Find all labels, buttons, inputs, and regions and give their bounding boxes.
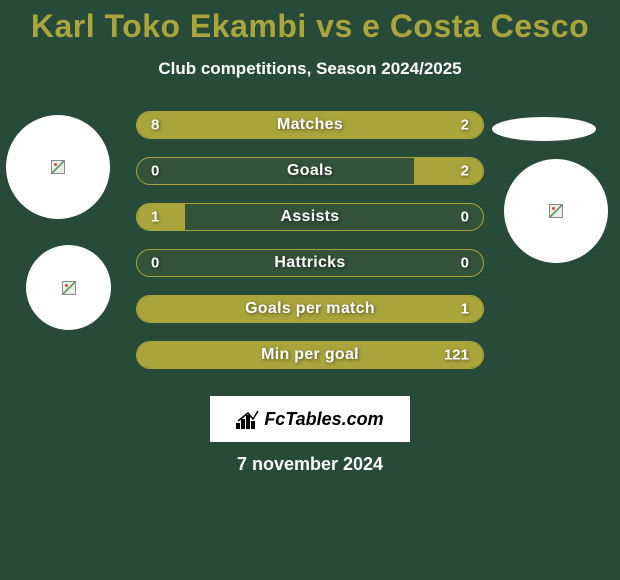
- comparison-date: 7 november 2024: [0, 454, 620, 475]
- logo-text: FcTables.com: [264, 409, 383, 430]
- stat-label: Matches: [137, 116, 483, 134]
- source-logo: FcTables.com: [210, 396, 410, 442]
- stat-bar-row: 0Goals2: [136, 157, 484, 185]
- stat-value-right: 0: [461, 209, 469, 226]
- player-avatar-left-2: [26, 245, 111, 330]
- stat-value-right: 2: [461, 163, 469, 180]
- player-avatar-right: [504, 159, 608, 263]
- stat-bar-row: Goals per match1: [136, 295, 484, 323]
- stat-bar-row: 1Assists0: [136, 203, 484, 231]
- stat-label: Goals: [137, 162, 483, 180]
- comparison-subtitle: Club competitions, Season 2024/2025: [0, 59, 620, 79]
- stat-bar-row: 8Matches2: [136, 111, 484, 139]
- stat-label: Min per goal: [137, 346, 483, 364]
- stat-label: Hattricks: [137, 254, 483, 272]
- broken-image-icon: [62, 281, 76, 295]
- broken-image-icon: [51, 160, 65, 174]
- stat-label: Assists: [137, 208, 483, 226]
- stat-bar-row: Min per goal121: [136, 341, 484, 369]
- stat-value-right: 121: [444, 347, 469, 364]
- comparison-content: 8Matches20Goals21Assists00Hattricks0Goal…: [0, 117, 620, 437]
- stat-bar-row: 0Hattricks0: [136, 249, 484, 277]
- comparison-title: Karl Toko Ekambi vs e Costa Cesco: [0, 0, 620, 45]
- stats-bars: 8Matches20Goals21Assists00Hattricks0Goal…: [136, 111, 484, 387]
- stat-value-right: 0: [461, 255, 469, 272]
- stat-value-right: 1: [461, 301, 469, 318]
- stat-value-right: 2: [461, 117, 469, 134]
- chart-icon: [236, 409, 260, 429]
- decorative-ellipse: [492, 117, 596, 141]
- broken-image-icon: [549, 204, 563, 218]
- player-avatar-left-1: [6, 115, 110, 219]
- stat-label: Goals per match: [137, 300, 483, 318]
